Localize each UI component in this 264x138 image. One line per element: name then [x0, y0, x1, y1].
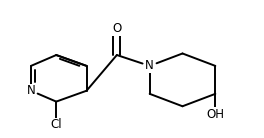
Text: Cl: Cl	[50, 118, 62, 131]
Text: OH: OH	[206, 108, 224, 120]
Text: N: N	[145, 59, 154, 72]
Text: O: O	[112, 22, 121, 35]
Text: N: N	[27, 84, 35, 97]
